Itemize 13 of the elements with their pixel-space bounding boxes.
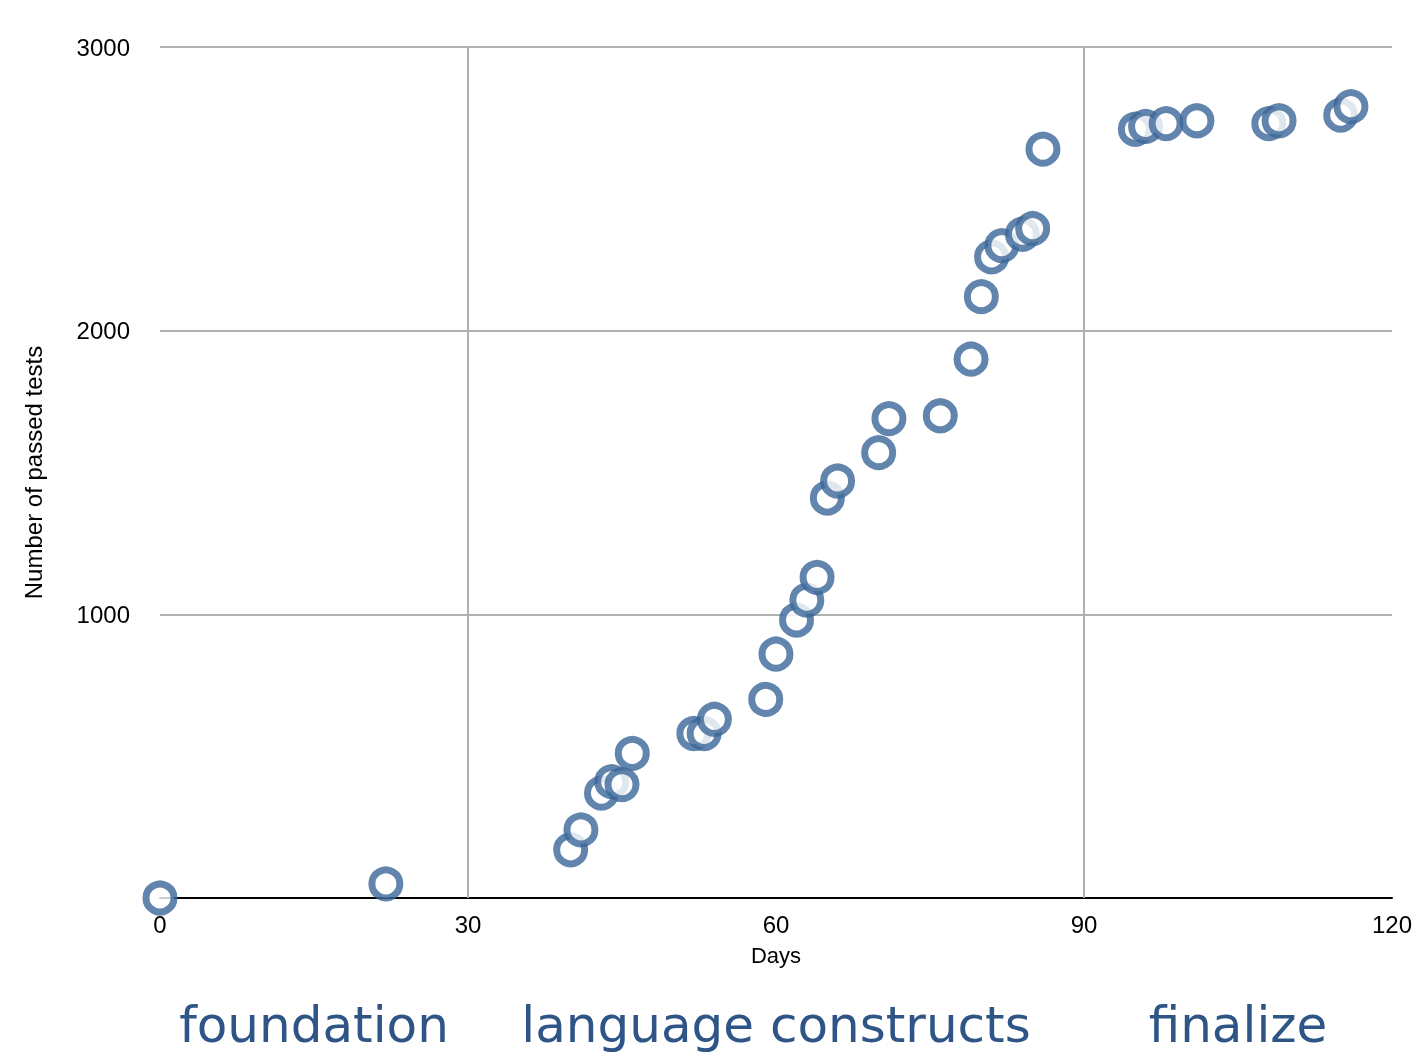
text: language constructs	[521, 996, 1031, 1054]
x-tick-label: 60	[762, 910, 790, 938]
x-tick-label: 30	[454, 910, 482, 938]
y-axis-title: Number of passed tests	[19, 345, 47, 600]
x-axis-title: Days	[750, 942, 802, 968]
y-tick-label: 1000	[76, 600, 130, 628]
x-tick-label: 0	[153, 910, 167, 938]
x-tick-label: 90	[1070, 910, 1098, 938]
y-tick-label: 2000	[76, 317, 130, 345]
text: foundation	[179, 996, 449, 1054]
y-tick-label: 3000	[76, 33, 130, 61]
text: finalize	[1148, 996, 1328, 1054]
x-tick-label: 120	[1371, 910, 1413, 938]
